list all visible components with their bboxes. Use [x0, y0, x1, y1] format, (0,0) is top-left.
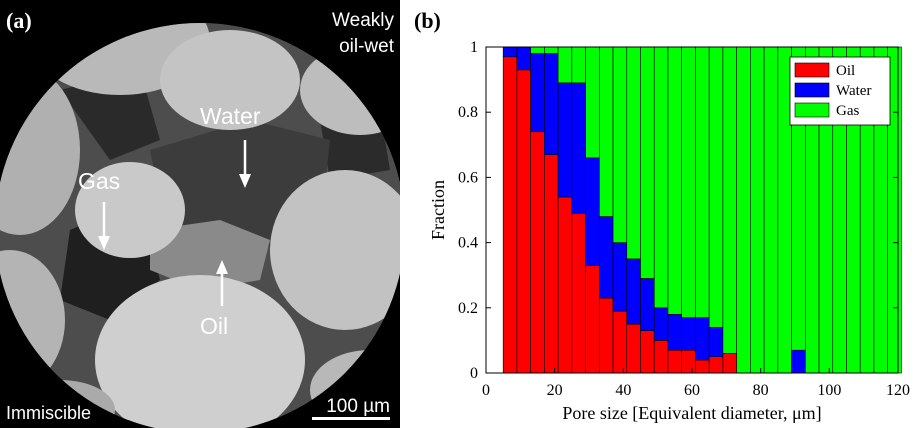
bars-group: [502, 46, 902, 374]
legend: Oil Water Gas: [789, 56, 891, 126]
legend-label-gas: Gas: [836, 103, 859, 119]
bar-oil-51: [653, 340, 669, 374]
bar-gas-87: [777, 46, 792, 374]
bar-oil-59: [681, 349, 696, 374]
condition-label: Immiscible: [6, 403, 92, 423]
bar-oil-63: [695, 359, 710, 374]
bar-water-31: [585, 157, 600, 266]
wettability-line1: Weakly: [332, 10, 394, 31]
bar-gas-35: [599, 46, 614, 217]
arrow-water-icon: [239, 140, 251, 188]
bar-oil-31: [585, 265, 600, 374]
bar-water-39: [612, 242, 628, 312]
bar-oil-35: [599, 297, 614, 374]
bar-water-27: [571, 82, 586, 214]
bar-oil-39: [612, 310, 628, 374]
bar-gas-67: [708, 46, 724, 328]
x-tick-label: 80: [753, 382, 769, 399]
arrow-gas-icon: [98, 202, 110, 250]
x-tick-label: 120: [886, 382, 910, 399]
y-tick-label: 0.2: [458, 300, 478, 317]
ct-image-panel: (a) Weakly oil-wet Immiscible 100 µm Wat…: [0, 0, 400, 428]
y-axis-title: Fraction: [428, 180, 448, 240]
bar-gas-55: [667, 46, 683, 315]
legend-swatch-water: [794, 82, 830, 98]
chart-panel: 0 0.2 0.4 0.6 0.8 1 0 20 40 60 80 100 120 Pore size…: [400, 0, 916, 428]
scale-bar: [312, 417, 390, 420]
bar-gas-79: [750, 46, 765, 374]
bar-gas-51: [653, 46, 669, 309]
y-tick-label: 0.6: [458, 169, 478, 186]
bar-gas-19: [544, 46, 559, 54]
panel-a-tag: (a): [6, 8, 32, 33]
x-tick-label: 40: [615, 382, 631, 399]
legend-label-water: Water: [836, 83, 871, 99]
x-axis-title: Pore size [Equivalent diameter, μm]: [562, 403, 821, 423]
bar-gas-43: [626, 46, 641, 260]
water-label: Water: [200, 103, 261, 129]
y-tick-label: 0.4: [458, 235, 478, 252]
y-tick-label: 1: [470, 39, 478, 56]
bar-oil-55: [667, 349, 683, 374]
bar-gas-31: [585, 46, 600, 159]
y-tick-label: 0: [470, 365, 478, 382]
bar-oil-27: [571, 212, 586, 374]
bar-water-19: [544, 53, 559, 155]
bar-oil-47: [640, 330, 655, 374]
bar-water-15: [530, 53, 545, 133]
bar-water-11: [516, 46, 531, 71]
wettability-line2: oil-wet: [339, 36, 394, 57]
bar-gas-39: [612, 46, 628, 243]
x-tick-label: 100: [817, 382, 841, 399]
bar-gas-75: [736, 46, 751, 374]
bar-water-7: [502, 46, 518, 58]
stacked-bar-chart: 0 0.2 0.4 0.6 0.8 1 0 20 40 60 80 100 120 Pore size…: [428, 39, 910, 423]
x-tick-label: 0: [482, 382, 490, 399]
bar-gas-59: [681, 46, 696, 318]
y-tick-label: 0.8: [458, 104, 478, 121]
bar-water-43: [626, 258, 641, 325]
bar-gas-63: [695, 46, 710, 318]
panel-b-tag: (b): [414, 8, 441, 33]
bar-water-67: [708, 327, 724, 357]
ct-scan-image: [0, 23, 400, 428]
bar-water-47: [640, 278, 655, 331]
legend-swatch-gas: [794, 102, 830, 118]
bar-oil-7: [502, 56, 518, 374]
bar-oil-71: [722, 353, 737, 374]
bar-oil-19: [544, 154, 559, 374]
bar-gas-71: [722, 46, 737, 354]
bar-water-55: [667, 314, 683, 351]
bar-water-23: [557, 82, 573, 198]
x-tick-label: 20: [547, 382, 563, 399]
bar-water-63: [695, 317, 710, 361]
y-ticks: 0 0.2 0.4 0.6 0.8 1: [458, 39, 898, 382]
bar-water-51: [653, 307, 669, 341]
bar-oil-23: [557, 196, 573, 374]
scale-bar-label: 100 µm: [326, 396, 390, 417]
bar-oil-11: [516, 69, 531, 374]
legend-label-oil: Oil: [836, 63, 855, 79]
bar-water-59: [681, 317, 696, 351]
x-tick-label: 60: [684, 382, 700, 399]
oil-label: Oil: [200, 313, 229, 339]
bar-gas-47: [640, 46, 655, 279]
legend-swatch-oil: [794, 62, 830, 78]
arrow-oil-icon: [216, 260, 228, 306]
bar-oil-67: [708, 356, 724, 374]
bar-gas-83: [763, 46, 779, 374]
bar-gas-27: [571, 46, 586, 84]
bar-water-35: [599, 216, 614, 299]
x-ticks: 0 20 40 60 80 100 120: [482, 368, 910, 399]
bar-oil-43: [626, 323, 641, 374]
gas-label: Gas: [78, 168, 121, 194]
bar-gas-23: [557, 46, 573, 84]
bar-gas-15: [530, 46, 545, 54]
bar-water-91: [791, 349, 806, 374]
bar-oil-15: [530, 131, 545, 374]
